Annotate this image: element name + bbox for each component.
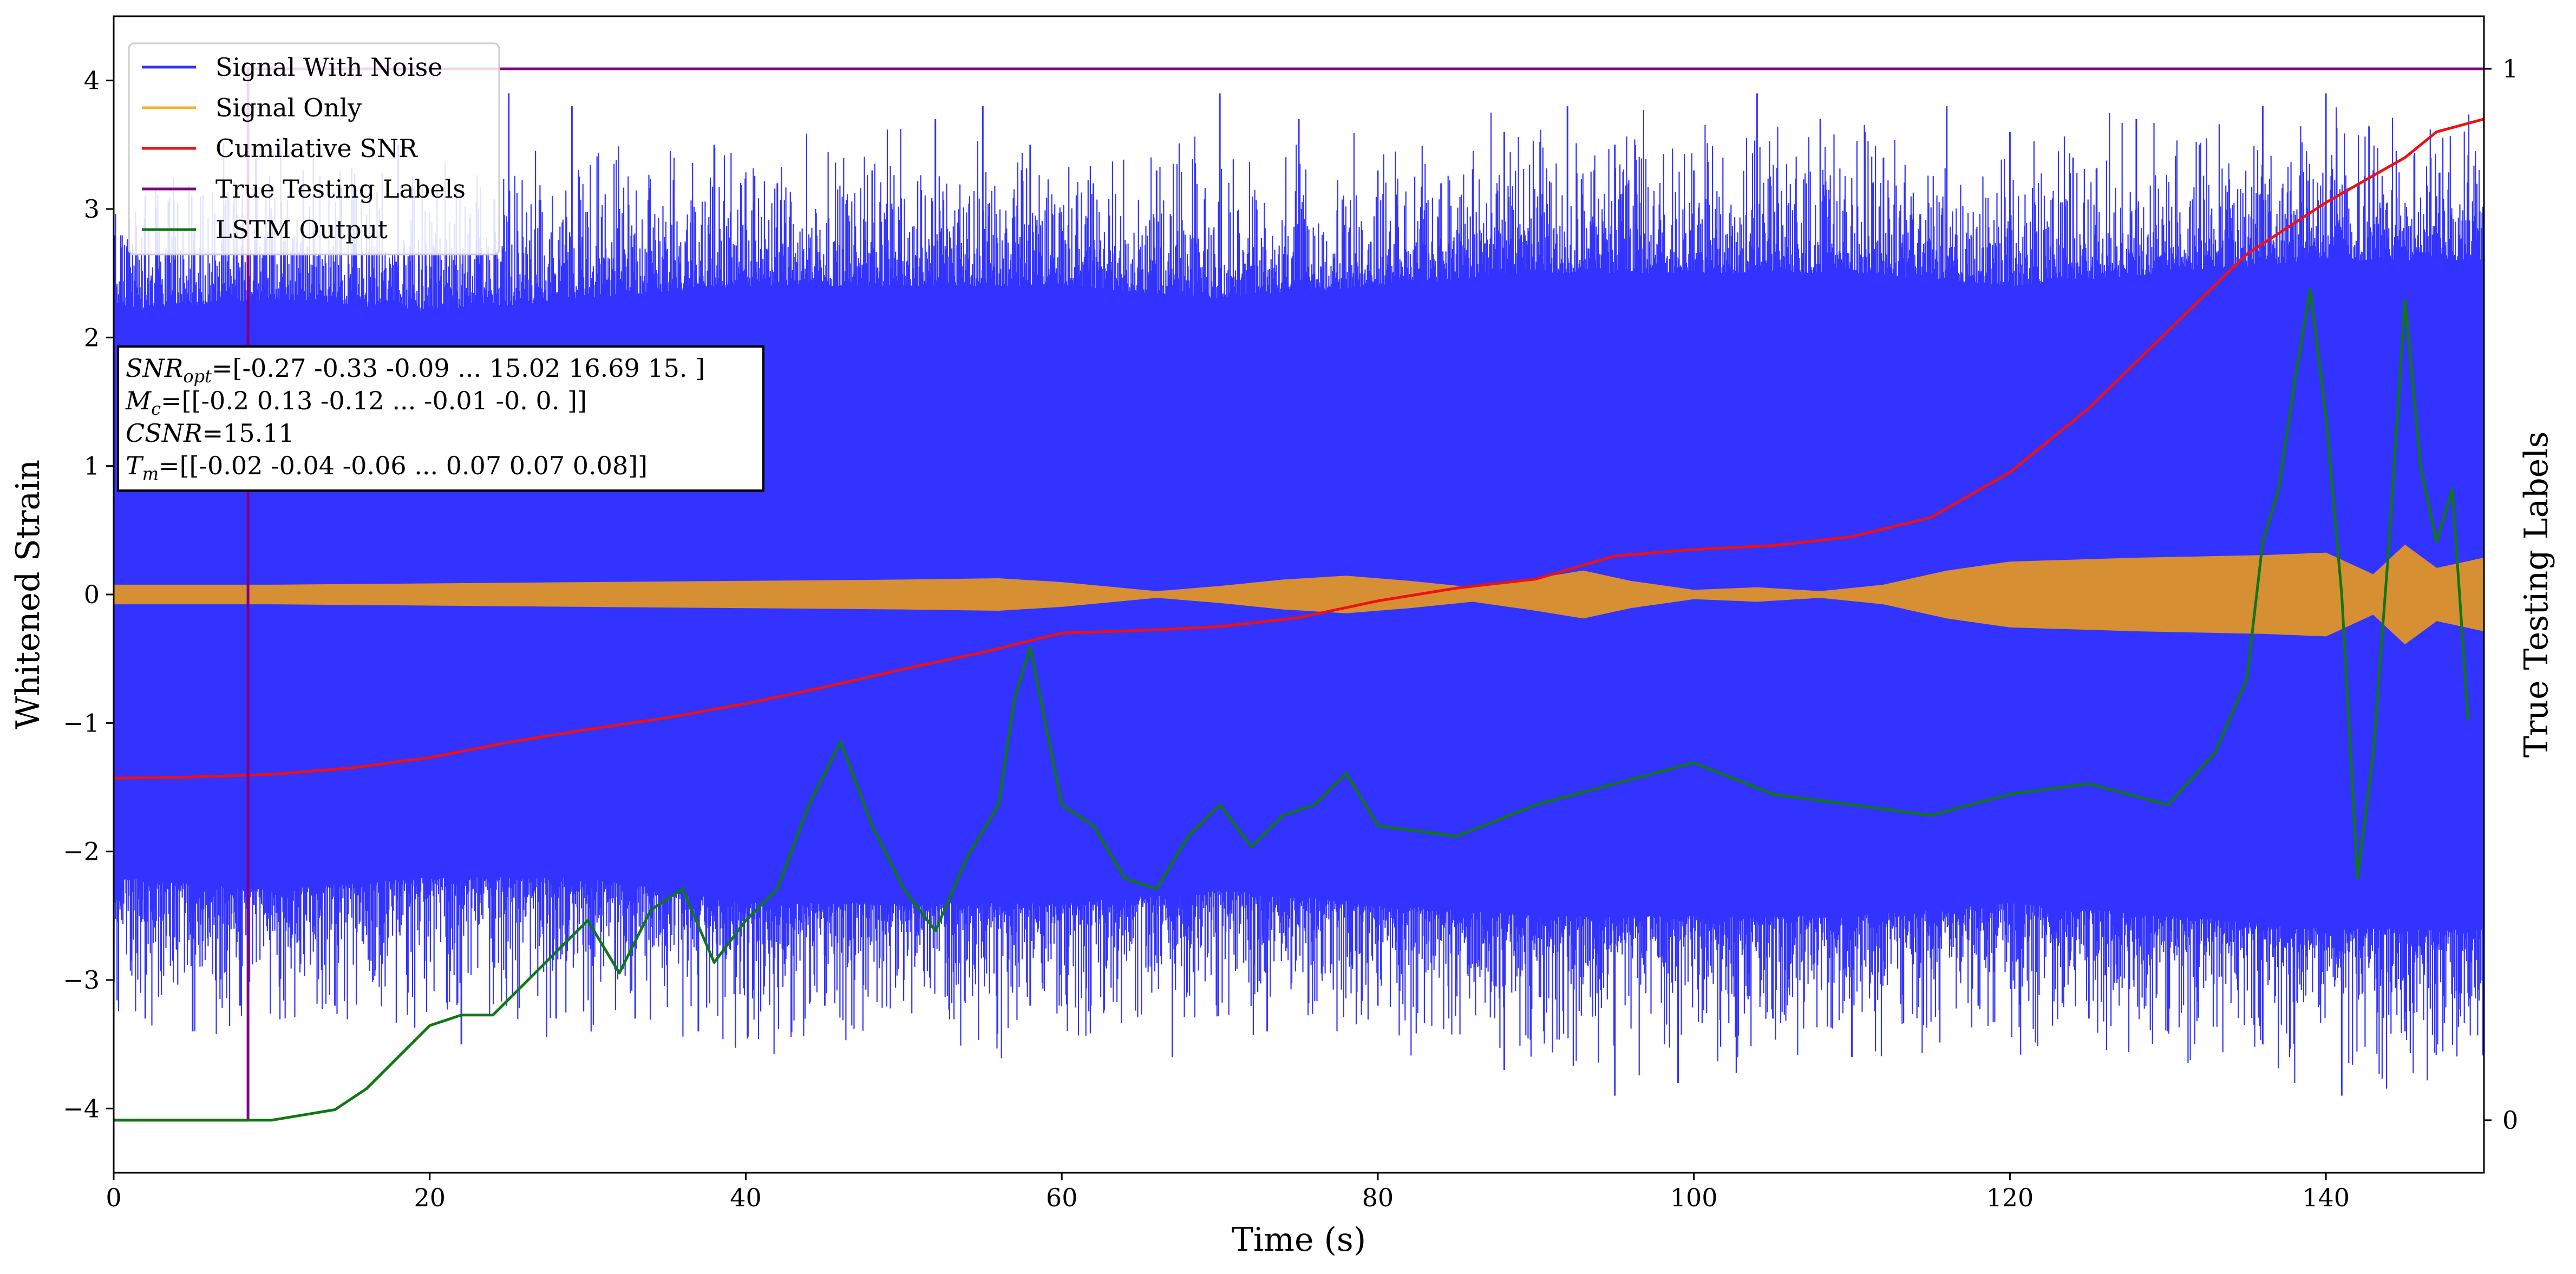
legend-entry-label: Cumilative SNR [215, 134, 418, 163]
annotation-line: SNRopt=[-0.27 -0.33 -0.09 ... 15.02 16.6… [126, 354, 705, 387]
x-tick-label: 20 [414, 1183, 446, 1212]
x-tick-label: 120 [1986, 1183, 2034, 1212]
legend: Signal With Noise Signal Only Cumilative S… [128, 42, 500, 256]
y-axis-label: Whitened Strain [9, 460, 47, 729]
legend-entry-label: Signal Only [215, 93, 362, 122]
x-tick-label: 0 [106, 1183, 121, 1212]
y2-tick-label: 1 [2502, 54, 2518, 83]
y-tick-label: 0 [84, 580, 100, 609]
annotation-line: Mc=[[-0.2 0.13 -0.12 ... -0.01 -0. 0. ]] [125, 386, 587, 419]
y2-tick-label: 0 [2502, 1106, 2518, 1135]
x-tick-label: 40 [730, 1183, 762, 1212]
cumulative-snr-line [113, 117, 2485, 780]
y-tick-label: −2 [63, 837, 100, 866]
lstm-output-series [114, 288, 2470, 1122]
x-tick-label: 60 [1046, 1183, 1078, 1212]
legend-entry-label: True Testing Labels [215, 174, 466, 204]
annotation-line: CSNR=15.11 [126, 419, 295, 448]
y-tick-label: 1 [84, 452, 100, 481]
y-tick-label: 2 [84, 323, 100, 352]
cumulative-snr-series [113, 117, 2485, 780]
y-tick-label: −4 [63, 1094, 100, 1123]
y-tick-label: −3 [63, 965, 100, 995]
legend-entry-label: Signal With Noise [215, 53, 442, 82]
x-tick-label: 140 [2302, 1183, 2350, 1212]
x-tick-label: 80 [1362, 1183, 1394, 1212]
y2-axis-label: True Testing Labels [2518, 432, 2555, 758]
legend-frame [128, 42, 500, 256]
y-tick-label: 4 [84, 66, 100, 95]
annotation-line: Tm=[[-0.02 -0.04 -0.06 ... 0.07 0.07 0.0… [126, 451, 648, 484]
y-tick-label: 3 [84, 194, 100, 224]
legend-entry-label: LSTM Output [215, 215, 388, 244]
lstm-output-line [114, 288, 2470, 1122]
x-tick-label: 100 [1670, 1183, 1718, 1212]
y-tick-label: −1 [63, 708, 100, 737]
annotation-box: SNRopt=[-0.27 -0.33 -0.09 ... 15.02 16.6… [117, 345, 764, 492]
annotation-frame [117, 345, 764, 492]
x-axis-label: Time (s) [1232, 1221, 1366, 1259]
